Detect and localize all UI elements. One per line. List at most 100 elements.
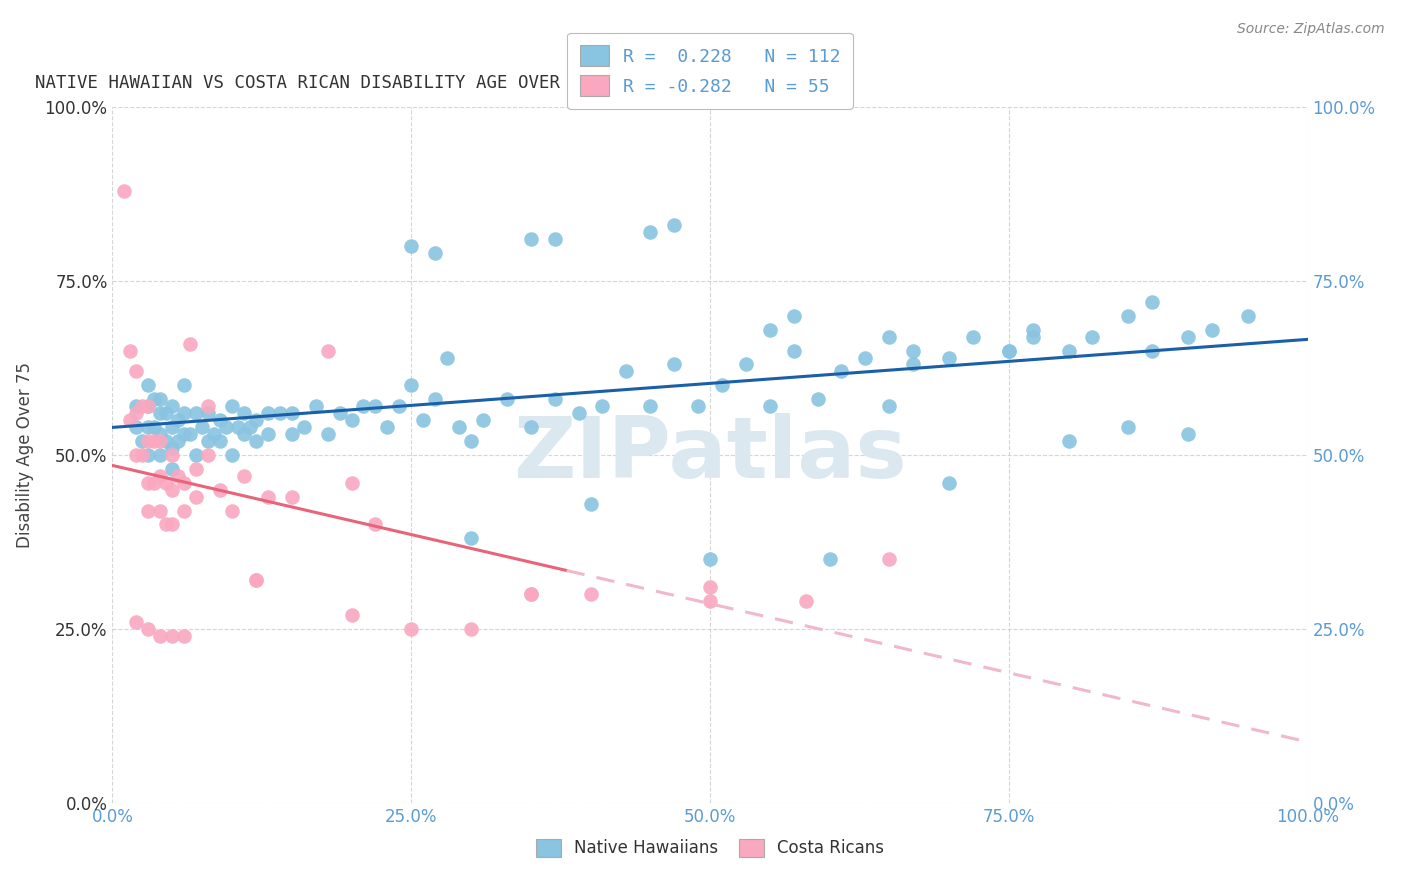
Point xyxy=(579,587,602,601)
Point xyxy=(520,232,543,246)
Point xyxy=(209,413,232,427)
Point xyxy=(120,413,142,427)
Point xyxy=(688,399,710,413)
Point xyxy=(903,358,925,372)
Point xyxy=(782,309,804,323)
Point xyxy=(149,392,172,407)
Point xyxy=(162,517,183,532)
Point xyxy=(155,434,177,448)
Point xyxy=(149,448,172,462)
Point xyxy=(114,184,135,198)
Point xyxy=(520,587,543,601)
Point xyxy=(664,358,686,372)
Point xyxy=(305,399,328,413)
Point xyxy=(245,573,267,587)
Point xyxy=(162,448,183,462)
Point xyxy=(233,406,256,420)
Point xyxy=(173,475,195,490)
Point xyxy=(186,462,208,476)
Point xyxy=(579,497,602,511)
Point xyxy=(149,406,172,420)
Point xyxy=(855,351,877,365)
Point xyxy=(162,629,183,643)
Point xyxy=(1057,343,1080,358)
Point xyxy=(143,392,166,407)
Point xyxy=(233,427,256,442)
Point xyxy=(496,392,519,407)
Point xyxy=(131,434,153,448)
Point xyxy=(699,552,721,566)
Point xyxy=(1201,323,1223,337)
Point xyxy=(173,503,195,517)
Point xyxy=(239,420,262,434)
Point xyxy=(592,399,614,413)
Point xyxy=(818,552,841,566)
Point xyxy=(167,468,190,483)
Point xyxy=(292,420,315,434)
Point xyxy=(131,399,153,413)
Point xyxy=(735,358,758,372)
Point xyxy=(1177,329,1199,343)
Point xyxy=(436,351,458,365)
Point xyxy=(377,420,399,434)
Point xyxy=(143,420,166,434)
Point xyxy=(281,406,304,420)
Point xyxy=(138,399,160,413)
Point xyxy=(388,399,411,413)
Point xyxy=(179,336,201,351)
Point xyxy=(1177,427,1199,442)
Point xyxy=(125,420,148,434)
Point xyxy=(257,427,280,442)
Point xyxy=(162,399,183,413)
Point xyxy=(520,420,543,434)
Point xyxy=(162,441,183,455)
Point xyxy=(245,413,267,427)
Point xyxy=(664,219,686,233)
Point xyxy=(711,378,734,392)
Point xyxy=(472,413,495,427)
Point xyxy=(186,490,208,504)
Point xyxy=(131,448,153,462)
Y-axis label: Disability Age Over 75: Disability Age Over 75 xyxy=(15,362,34,548)
Point xyxy=(125,615,148,629)
Point xyxy=(191,420,214,434)
Point xyxy=(1142,294,1164,309)
Point xyxy=(281,490,304,504)
Point xyxy=(197,399,219,413)
Point xyxy=(179,427,201,442)
Point xyxy=(245,573,267,587)
Point xyxy=(173,378,195,392)
Point xyxy=(167,434,190,448)
Point xyxy=(1081,329,1104,343)
Point xyxy=(257,490,280,504)
Point xyxy=(143,475,166,490)
Point xyxy=(186,448,208,462)
Point xyxy=(155,406,177,420)
Point xyxy=(364,399,387,413)
Text: NATIVE HAWAIIAN VS COSTA RICAN DISABILITY AGE OVER 75 CORRELATION CHART: NATIVE HAWAIIAN VS COSTA RICAN DISABILIT… xyxy=(35,74,780,92)
Point xyxy=(460,434,482,448)
Point xyxy=(962,329,984,343)
Point xyxy=(149,434,172,448)
Point xyxy=(460,622,482,636)
Point xyxy=(782,343,804,358)
Point xyxy=(938,475,960,490)
Point xyxy=(138,378,160,392)
Point xyxy=(197,406,219,420)
Point xyxy=(543,232,565,246)
Point xyxy=(352,399,374,413)
Point xyxy=(202,427,225,442)
Point xyxy=(1142,343,1164,358)
Point xyxy=(340,607,363,622)
Point xyxy=(125,406,148,420)
Point xyxy=(998,343,1021,358)
Point xyxy=(162,483,183,497)
Point xyxy=(1118,420,1140,434)
Point xyxy=(640,225,662,239)
Point xyxy=(149,427,172,442)
Point xyxy=(568,406,591,420)
Point xyxy=(1057,434,1080,448)
Point xyxy=(879,399,901,413)
Point xyxy=(173,427,195,442)
Point xyxy=(425,246,447,260)
